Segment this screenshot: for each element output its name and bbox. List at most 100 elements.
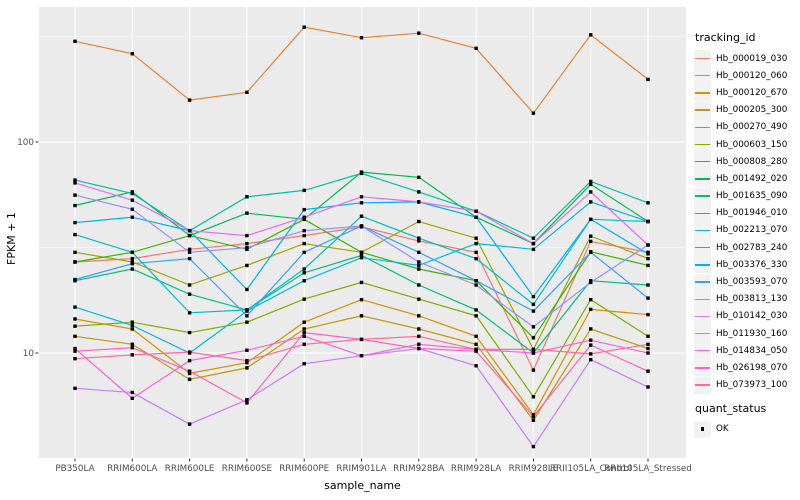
data-point: [130, 390, 134, 395]
legend-item: Hb_001492_020: [694, 170, 800, 188]
data-point: [474, 334, 478, 338]
y-tick-label: 10: [23, 349, 35, 359]
data-point: [417, 190, 421, 194]
legend-key: [694, 221, 711, 239]
data-point: [474, 308, 478, 312]
legend-item-label: Hb_000205_300: [716, 105, 788, 116]
legend-key: [694, 239, 711, 257]
data-point: [359, 337, 364, 342]
data-point: [187, 233, 192, 238]
data-point: [646, 201, 650, 205]
legend-item-label: Hb_002783_240: [716, 242, 788, 253]
legend-key-line-icon: [695, 298, 710, 300]
data-point: [474, 236, 478, 240]
data-point: [589, 338, 593, 342]
data-point: [417, 267, 421, 271]
data-point: [187, 98, 192, 102]
data-point: [187, 283, 192, 287]
data-point: [187, 371, 192, 376]
legend-key: [694, 153, 711, 171]
data-point: [130, 342, 134, 346]
legend-item-label: Hb_002213_070: [716, 225, 788, 236]
data-point: [646, 77, 650, 82]
legend: tracking_id Hb_000019_030 Hb_000120_060 Hb…: [694, 31, 800, 438]
data-point: [589, 297, 593, 302]
data-point: [417, 236, 421, 240]
data-point: [474, 250, 478, 255]
x-tick-label: RRII105LA_Stressed: [604, 464, 692, 474]
data-point: [359, 224, 364, 228]
data-point: [245, 233, 249, 238]
legend-item-label: Hb_000270_490: [716, 122, 788, 133]
data-point: [302, 297, 306, 301]
data-point: [531, 444, 536, 449]
data-point: [474, 209, 478, 213]
data-point: [187, 369, 192, 373]
legend-item-label: Hb_000808_280: [716, 156, 788, 167]
data-point: [589, 352, 593, 356]
x-tick-label: PB350LA: [55, 464, 94, 474]
data-point: [531, 347, 536, 352]
legend-item: OK: [694, 420, 800, 438]
data-point: [531, 418, 536, 422]
data-point: [589, 250, 593, 255]
data-point: [359, 354, 364, 358]
legend-item: Hb_000120_060: [694, 67, 800, 85]
data-point: [302, 342, 306, 346]
legend-key: [694, 273, 711, 291]
legend-key-line-icon: [695, 315, 710, 318]
data-point: [73, 334, 77, 338]
data-point: [130, 327, 134, 331]
data-point: [646, 342, 650, 346]
data-point: [474, 241, 478, 246]
data-point: [359, 171, 364, 176]
legend-key-line-icon: [695, 384, 710, 386]
data-point: [245, 309, 249, 313]
data-point: [417, 263, 421, 268]
legend-item: Hb_000019_030: [694, 50, 800, 68]
legend-item: Hb_003376_330: [694, 256, 800, 274]
data-point: [417, 334, 421, 338]
data-point: [130, 261, 134, 266]
data-point: [646, 283, 650, 287]
data-point: [187, 247, 192, 252]
data-point: [417, 219, 421, 224]
data-point: [589, 190, 593, 194]
data-point: [589, 307, 593, 312]
data-point: [359, 36, 364, 40]
legend-key-line-icon: [695, 92, 710, 94]
data-point: [245, 195, 249, 199]
legend-key-line-icon: [695, 281, 710, 283]
data-point: [302, 271, 306, 275]
data-point: [302, 241, 306, 246]
data-point: [245, 348, 249, 352]
legend-item-label: Hb_003813_130: [716, 294, 788, 305]
data-point: [245, 241, 249, 246]
data-point: [531, 309, 536, 313]
data-point: [302, 188, 306, 193]
data-point: [130, 256, 134, 261]
legend-items-quant-status: OK: [694, 420, 800, 438]
data-point: [531, 351, 536, 355]
data-point: [474, 364, 478, 368]
data-point: [589, 200, 593, 204]
data-point: [589, 217, 593, 222]
data-point: [531, 414, 536, 419]
data-point: [359, 314, 364, 318]
data-point: [302, 279, 306, 283]
data-point: [531, 325, 536, 329]
data-point: [359, 253, 364, 258]
legend-item-label: Hb_001492_020: [716, 173, 788, 184]
x-tick-label: RRII105LA_Control: [550, 464, 632, 474]
data-point: [245, 366, 249, 370]
legend-key-line-icon: [695, 350, 710, 352]
data-point: [73, 317, 77, 321]
legend-item-label: Hb_000019_030: [716, 53, 788, 64]
legend-key-line-icon: [695, 367, 710, 369]
legend-item: Hb_000603_150: [694, 136, 800, 154]
data-point: [589, 357, 593, 362]
data-point: [130, 267, 134, 271]
data-point: [130, 52, 134, 56]
data-point: [73, 386, 77, 391]
data-point: [245, 401, 249, 405]
